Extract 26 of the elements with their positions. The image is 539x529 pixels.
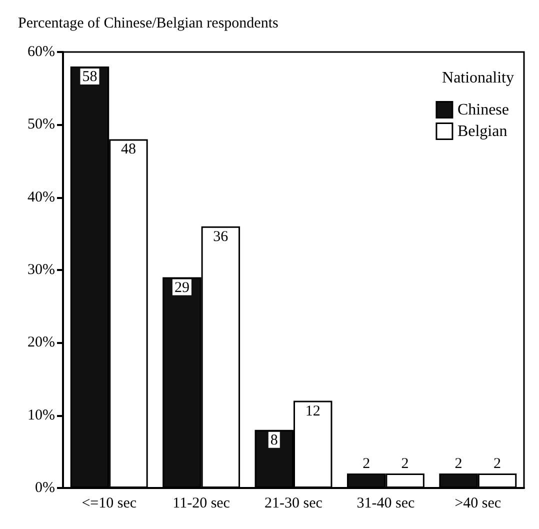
legend-label: Chinese [457, 101, 509, 118]
data-label: 48 [120, 142, 136, 158]
data-label: 12 [305, 403, 320, 420]
y-tick-label: 50% [28, 116, 55, 133]
y-tick-label: 30% [28, 262, 55, 278]
y-axis-title: Percentage of Chinese/Belgian respondents [18, 16, 278, 32]
data-label: 2 [454, 456, 462, 472]
data-label: 8 [270, 432, 278, 448]
y-tick-label: 20% [28, 334, 55, 351]
x-tick-label: 21-30 sec [264, 496, 323, 512]
x-tick-label: >40 sec [454, 496, 502, 512]
x-tick-label: 31-40 sec [356, 496, 415, 512]
x-tick-label: <=10 sec [82, 496, 137, 512]
y-tick-label: 10% [28, 407, 55, 424]
y-tick-label: 40% [28, 189, 55, 206]
y-tick-label: 0% [35, 480, 55, 496]
data-label: 2 [362, 456, 370, 472]
x-tick-label: 11-20 sec [172, 496, 230, 512]
legend-label: Belgian [457, 122, 508, 140]
data-label: 2 [494, 456, 502, 472]
data-label: 36 [213, 228, 229, 245]
legend-title: Nationality [442, 70, 514, 86]
data-label: 29 [174, 280, 190, 296]
data-label: 2 [401, 456, 409, 472]
y-tick-label: 60% [28, 44, 55, 60]
data-label: 58 [82, 69, 98, 86]
